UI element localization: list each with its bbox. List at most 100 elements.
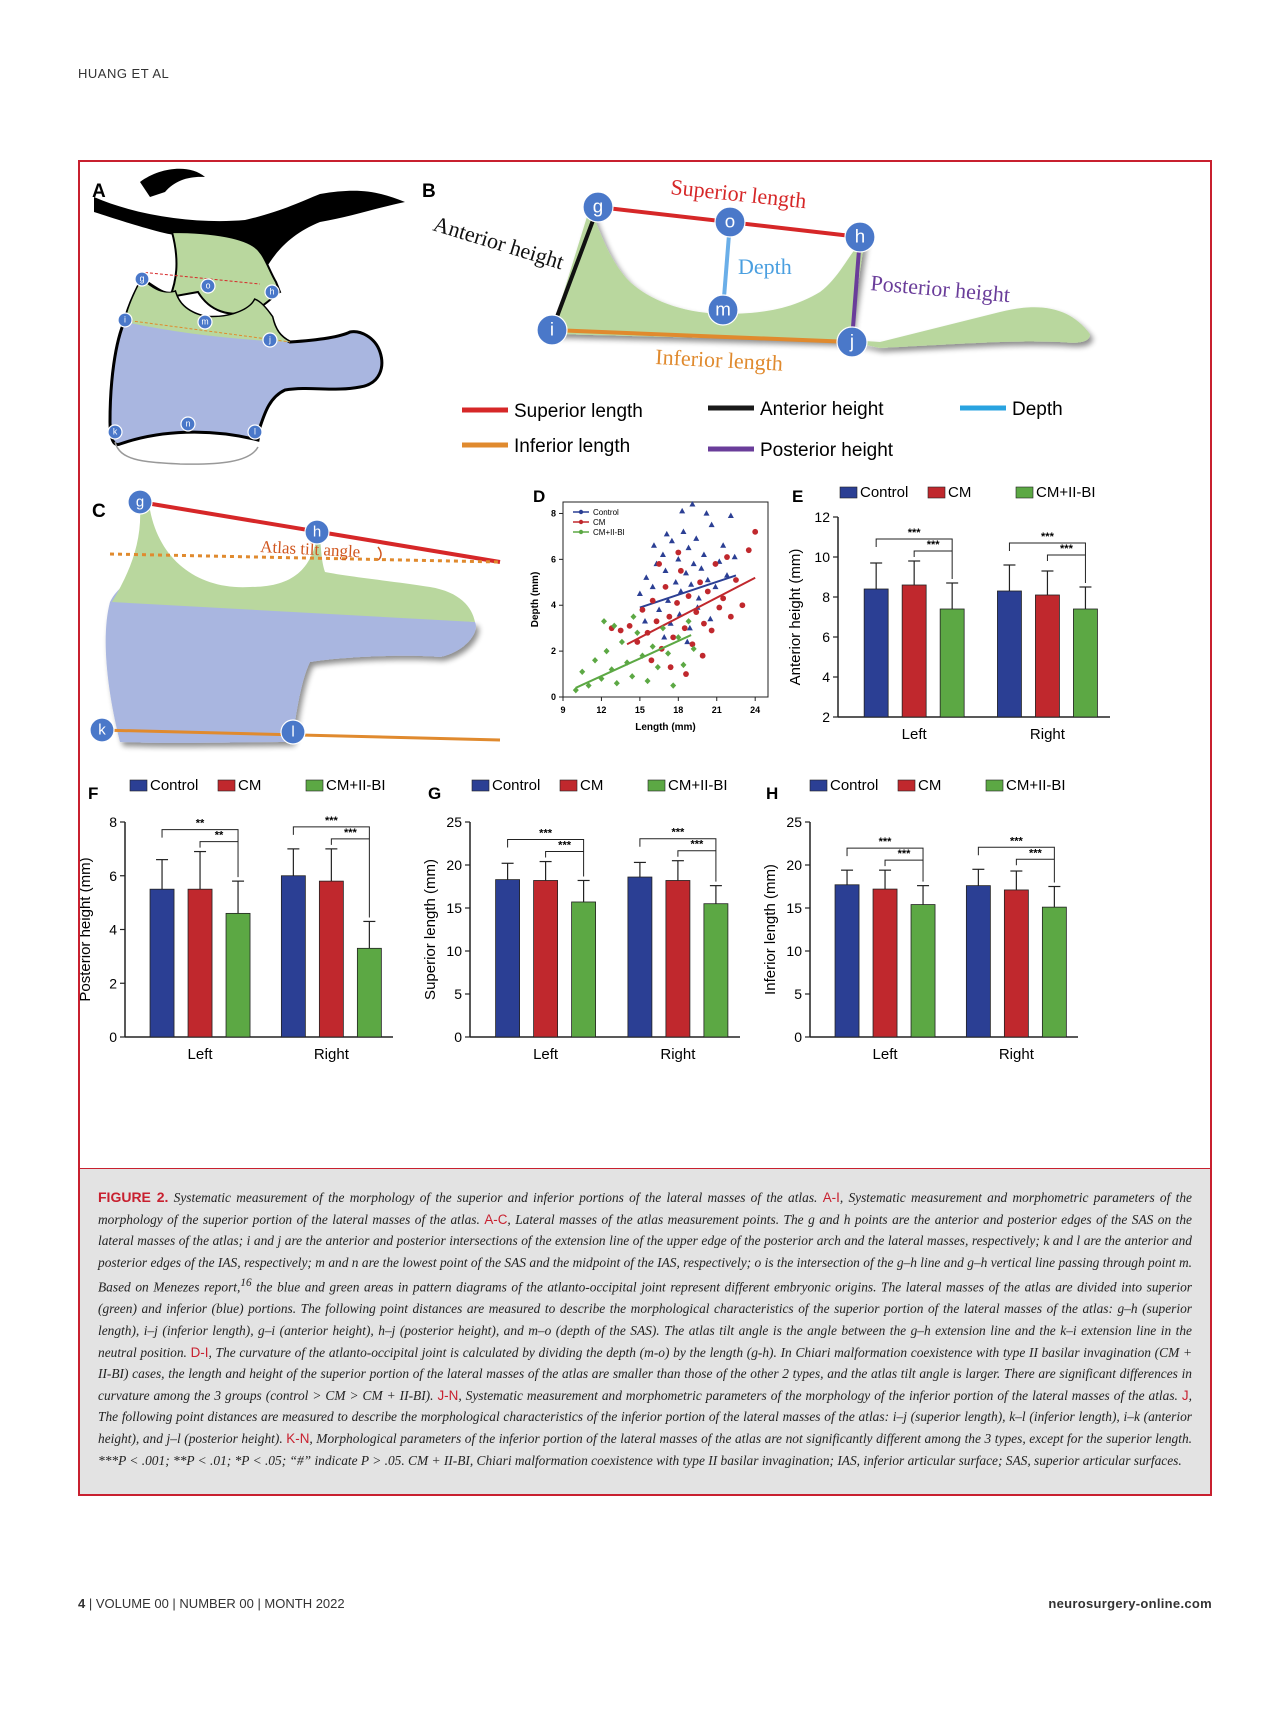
point-l-label: l [291,724,294,741]
point-n-label: n [186,419,191,429]
bar-cm-ii-bi-right [1041,906,1067,1038]
trend-line [639,574,737,609]
legend-swatch [471,779,490,792]
label-depth: Depth [738,254,792,279]
cm-iibi-point [685,618,692,625]
significance-label-outer: *** [1010,835,1024,847]
point-i-label: i [124,315,126,325]
caption-ref-ac[interactable]: A-C [484,1211,508,1227]
bar-cm-ii-bi-right [1073,608,1098,718]
cm-point [670,634,677,641]
bar-cm-ii-bi-right [703,903,729,1038]
footer-website[interactable]: neurosurgery-online.com [1048,1596,1212,1611]
panel-c: C Atlas tilt angle ghk l [89,489,501,745]
bar-control-left [834,884,860,1038]
legend-label: CM [238,777,261,794]
cm-point [720,595,727,602]
legend-swatch [839,486,858,499]
caption-ref-ai[interactable]: A-I [822,1190,840,1205]
significance-label-outer: *** [671,827,685,839]
y-tick-label: 0 [109,1029,117,1045]
significance-label-outer: *** [908,527,922,539]
significance-label-outer: *** [539,828,553,840]
panel-a-gh-dashed-line [139,271,261,285]
y-tick-label: 5 [454,986,462,1002]
legend-label: CM [580,777,603,794]
significance-bracket-inner [330,838,370,845]
caption-ref-j[interactable]: J [1181,1387,1189,1403]
caption-ref-kn[interactable]: K-N [286,1431,310,1446]
caption-text-ai: Systematic measurement and morphometric … [98,1190,1192,1227]
control-point [708,521,715,528]
caption-ref-jn[interactable]: J-N [437,1387,459,1403]
legend-label: CM+II-BI [326,777,386,794]
cm-iibi-point [680,661,687,669]
point-k-label: k [98,722,106,739]
lateral-mass-green-top [125,279,290,342]
legend-label: Depth [1012,399,1063,420]
panel-g-bar: G Control CM CM+II-BI 0 5 10 15 20 25 Superior len… [422,777,740,1063]
panel-c-green-shape [112,507,475,622]
y-tick-label: 8 [109,814,117,830]
panel-d-letter: D [533,487,545,506]
bar-control-left [149,888,175,1038]
cm-point [653,618,660,625]
legend-label: CM+II-BI [668,777,728,794]
bar-cm-ii-bi-right [356,947,382,1038]
control-point [650,542,657,548]
caption-text-ac: Lateral masses of the atlas measurement … [98,1211,1192,1295]
control-point [704,576,711,583]
caption-ref-16[interactable]: 16 [240,1277,252,1290]
point-o-label: o [206,281,211,291]
significance-label-inner: *** [927,539,941,551]
y-tick-label: 15 [786,900,802,916]
significance-bracket-inner [1015,858,1055,866]
control-point [695,595,702,601]
y-axis-label: Depth (mm) [530,572,541,628]
point-g-label: g [593,196,603,217]
panel-e-bar: E Control CM CM+II-BI 2 4 6 8 10 12 Anterior heigh… [787,484,1110,743]
y-tick-label: 4 [822,669,830,685]
bar-cm-right [1003,889,1029,1038]
x-category-label: Right [660,1046,696,1063]
bar-cm-left [872,888,898,1038]
cm-iibi-point [613,680,620,687]
control-point [720,542,727,548]
panel-b-letter: B [422,181,436,202]
significance-label-outer: *** [325,815,339,827]
significance-label-inner: *** [898,848,912,860]
significance-label-inner: *** [344,827,358,839]
cm-point [712,561,719,567]
y-axis-label: Posterior height (mm) [80,857,94,1001]
posterior-height-line [850,236,862,341]
caption-paragraph: FIGURE 2. Systematic measurement of the … [98,1189,1192,1468]
cm-point [677,567,684,574]
figure-caption: FIGURE 2. Systematic measurement of the … [80,1168,1210,1494]
point-m-label: m [201,317,208,327]
point-n-marker [180,416,196,432]
cm-point [666,613,673,620]
y-tick-label: 6 [551,554,556,564]
panel-a-ij-dashed-line [124,319,291,343]
x-tick-label: 24 [750,705,760,715]
caption-text-jn: Systematic measurement and morphometric … [465,1387,1178,1403]
caption-text-j: The following point distances are measur… [98,1409,1192,1446]
caption-ref-di[interactable]: D-I [190,1344,209,1360]
control-point [689,500,696,507]
control-point [684,638,691,645]
legend-swatch [927,486,946,499]
y-tick-label: 25 [446,814,462,830]
cm-point [662,583,669,590]
legend-label: CM [948,484,971,501]
point-o-marker [714,206,746,238]
cm-iibi-point [670,682,677,689]
legend-swatch [217,779,236,792]
legend-label: Control [492,777,540,794]
cm-point [689,641,696,648]
panel-g-letter: G [428,784,441,803]
caption-text-di: The curvature of the atlanto-occipital j… [98,1344,1192,1403]
point-o-marker [200,278,216,294]
cm-point [648,657,655,664]
control-point [686,624,693,631]
